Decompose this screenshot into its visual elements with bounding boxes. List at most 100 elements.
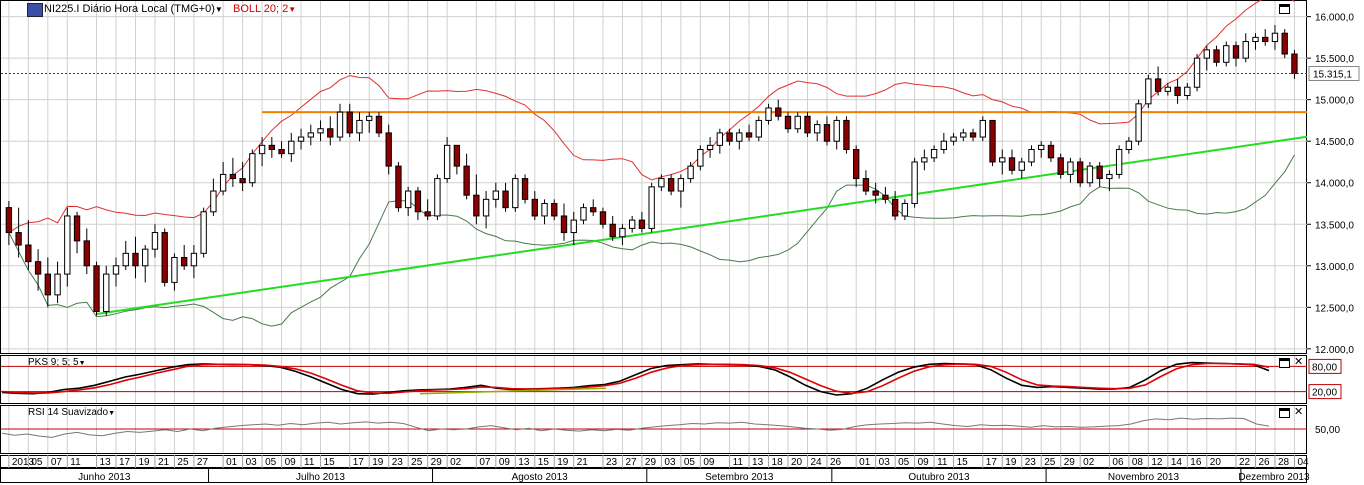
day-tick-label: 01 xyxy=(859,457,871,468)
close-icon[interactable]: ✕ xyxy=(1294,406,1304,418)
candle-body-down xyxy=(278,149,285,155)
indicator-rsi[interactable]: RSI 14 Suavizado▼ xyxy=(28,407,115,418)
candle-body-down xyxy=(599,211,607,225)
chevron-down-icon[interactable]: ▼ xyxy=(108,410,115,417)
candle xyxy=(1213,45,1220,67)
day-tick-label: 25 xyxy=(1044,457,1056,468)
last-price-tag xyxy=(1308,65,1360,81)
candle-body-up xyxy=(512,178,519,209)
candle xyxy=(940,132,948,154)
indicator-boll[interactable]: BOLL 20; 2▼ xyxy=(233,3,296,15)
candle-body-up xyxy=(249,153,256,184)
candle-body-down xyxy=(1174,86,1181,97)
candle-body-up xyxy=(658,178,665,188)
candle-body-down xyxy=(395,165,402,209)
candle xyxy=(979,116,986,142)
candle xyxy=(960,128,967,142)
day-tick-label: 21 xyxy=(577,457,589,468)
candle xyxy=(1242,33,1249,63)
day-tick-label: 19 xyxy=(372,457,384,468)
instrument-title[interactable]: NI225.I Diário Hora Local (TMG+0)▼ xyxy=(44,3,223,15)
month-label: Agosto 2013 xyxy=(512,472,569,483)
candle xyxy=(180,245,188,270)
candle xyxy=(531,191,538,221)
candle xyxy=(775,99,782,121)
candle xyxy=(930,145,938,162)
indicator-pks[interactable]: PKS 9; 5; 5▼ xyxy=(28,357,86,368)
day-tick-label: 28 xyxy=(1278,457,1290,468)
candle-body-up xyxy=(64,215,71,275)
candle-body-up xyxy=(648,186,655,229)
day-tick-label: 11 xyxy=(937,457,948,468)
candle-body-down xyxy=(502,190,509,209)
candle-body-up xyxy=(940,140,948,151)
candle-body-down xyxy=(823,124,831,142)
candle xyxy=(492,182,500,208)
candle-body-down xyxy=(1047,144,1055,159)
day-tick-label: 07 xyxy=(51,457,63,468)
candle-body-up xyxy=(541,202,548,217)
candle-body-up xyxy=(171,256,178,283)
candle-body-down xyxy=(346,111,353,134)
candle-body-up xyxy=(443,144,451,180)
candle xyxy=(638,211,646,233)
day-tick-label: 24 xyxy=(810,457,822,468)
candle-body-up xyxy=(307,132,314,138)
osc-level-label: 20,00 xyxy=(1312,388,1337,399)
candle xyxy=(239,161,246,192)
candle xyxy=(346,103,353,138)
candle xyxy=(823,116,831,146)
day-tick-label: 29 xyxy=(645,457,657,468)
day-tick-label: 01 xyxy=(226,457,238,468)
day-tick-label: 13 xyxy=(752,457,764,468)
candle-body-down xyxy=(1262,36,1269,43)
chevron-down-icon[interactable]: ▼ xyxy=(214,5,223,14)
chevron-down-icon[interactable]: ▼ xyxy=(288,5,297,14)
candle xyxy=(44,257,52,308)
rsi-line xyxy=(1,417,1270,438)
candle xyxy=(356,112,363,142)
candle-body-up xyxy=(258,144,266,155)
day-tick-label: 04 xyxy=(1297,457,1309,468)
candle-body-up xyxy=(570,219,577,234)
chevron-down-icon[interactable]: ▼ xyxy=(78,360,86,367)
candle-body-up xyxy=(1252,36,1259,43)
maximize-icon[interactable] xyxy=(1279,408,1290,418)
day-tick-label: 08 xyxy=(1132,457,1144,468)
price-tick-label: 13.500,0 xyxy=(1315,220,1354,231)
day-tick-label: 23 xyxy=(392,457,404,468)
candle xyxy=(385,124,392,175)
candle xyxy=(580,203,587,225)
rsi-level-label: 50,00 xyxy=(1315,425,1340,436)
candle xyxy=(73,211,81,254)
candle-body-down xyxy=(180,256,188,267)
candle-body-up xyxy=(54,273,61,296)
candle-body-up xyxy=(716,132,724,146)
candle-body-down xyxy=(463,165,470,196)
candle xyxy=(687,161,694,183)
candle xyxy=(969,128,977,142)
candle-body-up xyxy=(288,140,295,155)
candle xyxy=(453,144,461,175)
close-icon[interactable]: ✕ xyxy=(1294,356,1304,368)
candle xyxy=(1028,145,1035,167)
day-tick-label: 27 xyxy=(625,457,637,468)
indicator-boll-text: BOLL 20; 2 xyxy=(233,3,289,15)
candle xyxy=(122,240,129,270)
candle-body-down xyxy=(745,132,753,138)
candle xyxy=(1067,157,1074,183)
candle xyxy=(833,116,840,150)
candle xyxy=(677,174,685,208)
candle-body-down xyxy=(93,265,100,312)
candle xyxy=(15,207,22,258)
candle xyxy=(628,215,636,233)
candle xyxy=(1047,141,1055,162)
candle-body-down xyxy=(638,219,646,229)
maximize-icon[interactable] xyxy=(1279,4,1290,14)
candle xyxy=(200,207,207,258)
candle-body-up xyxy=(706,144,714,151)
day-tick-label: 16 xyxy=(1190,457,1202,468)
maximize-icon[interactable] xyxy=(1279,358,1290,368)
candle xyxy=(1145,74,1152,108)
candle xyxy=(473,174,480,225)
